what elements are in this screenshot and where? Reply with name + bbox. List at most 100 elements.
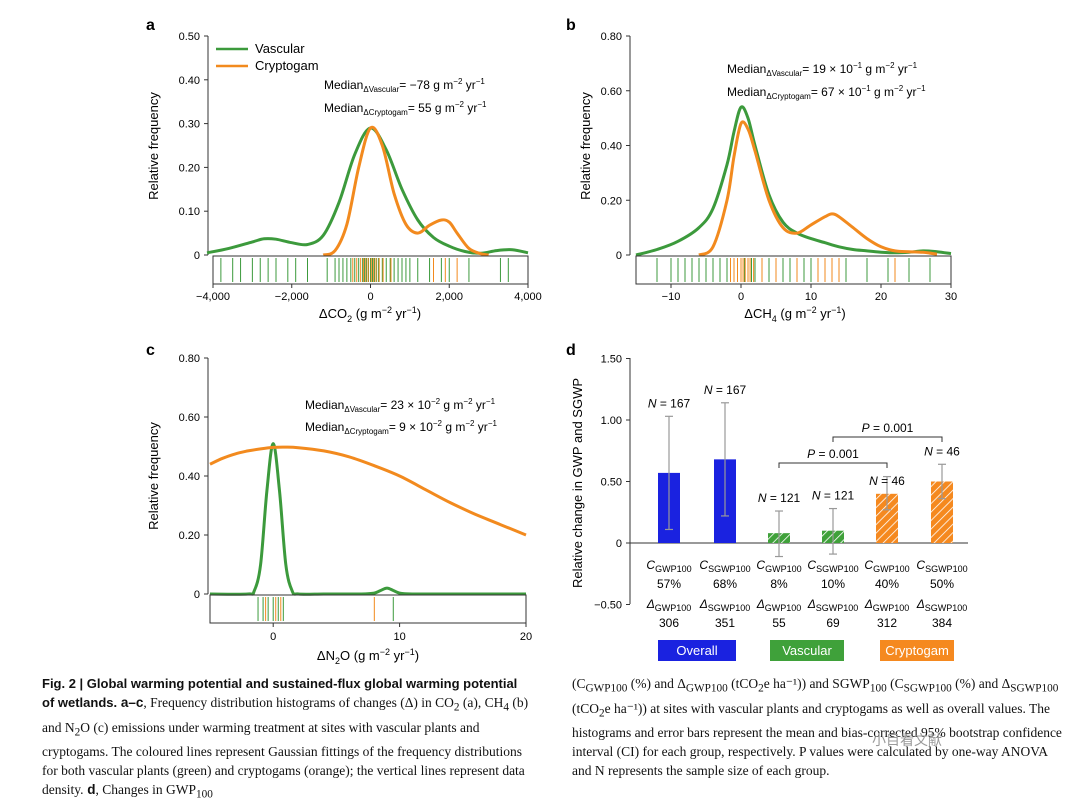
panel-c-letter: c xyxy=(146,342,155,359)
c-subscript: SGWP100 xyxy=(708,564,751,574)
c-value: 40% xyxy=(875,577,899,591)
caption-left: Fig. 2 | Global warming potential and su… xyxy=(42,674,532,805)
figure: a Relative frequency 0 0.10 0.20 0.30 0.40 0.… xyxy=(146,17,968,666)
y-tick-label: 0.10 xyxy=(179,206,200,218)
caption-span: d xyxy=(83,782,96,798)
c-value: 68% xyxy=(713,577,737,591)
caption-span: 2 xyxy=(453,701,460,714)
group-box xyxy=(880,640,954,661)
panel-d-ylabel: Relative change in GWP and SGWP xyxy=(570,378,585,588)
c-letter: C xyxy=(916,558,925,572)
c-letter: C xyxy=(807,558,816,572)
caption-span: 4 xyxy=(503,701,510,714)
panel-c-curves xyxy=(209,442,527,596)
delta-value: 306 xyxy=(659,616,679,630)
panel-d: d Relative change in GWP and SGWP −0.50 0… xyxy=(566,342,968,661)
bar xyxy=(876,493,898,543)
caption-span: (tCO xyxy=(727,676,759,691)
delta-label: ΔGWP100 xyxy=(646,597,692,613)
caption-span: (%) and Δ xyxy=(627,676,686,691)
c-letter: C xyxy=(699,558,708,572)
panel-a-ylabel: Relative frequency xyxy=(146,92,161,200)
n-letter: N xyxy=(704,383,713,397)
delta-letter: Δ xyxy=(807,597,816,611)
panel-b-xlabel: ΔCH4 (g m−2 yr−1) xyxy=(744,305,845,324)
caption-span: 2 xyxy=(758,682,764,695)
y-tick-label: 0.20 xyxy=(179,162,200,174)
n-value: = 167 xyxy=(656,396,690,410)
panel-d-yticks: −0.50 0 0.50 1.00 1.50 xyxy=(594,354,630,612)
y-tick-label: 0 xyxy=(194,250,200,262)
p-value-label: P = 0.001 xyxy=(807,447,859,461)
n-label: N = 46 xyxy=(924,444,960,458)
c-value: 8% xyxy=(770,577,788,591)
n-value: = 46 xyxy=(878,474,905,488)
panel-b-xticks: −10 0 10 20 30 xyxy=(662,284,957,303)
c-label: CGWP100 xyxy=(756,558,801,574)
y-tick-label: 0 xyxy=(616,538,622,550)
curve-cryptogam xyxy=(209,445,527,537)
x-tick-label: −10 xyxy=(662,291,681,303)
y-tick-label: 0.50 xyxy=(601,477,622,489)
group-label: Overall xyxy=(676,643,717,658)
panel-b: b Relative frequency 0 0.20 0.40 0.60 0.80 −… xyxy=(566,17,957,324)
panel-a-xticks: −4,000 −2,000 0 2,000 4,000 xyxy=(196,284,542,303)
caption-span: (C xyxy=(886,676,904,691)
x-tick-label: 0 xyxy=(270,631,276,643)
curve-cryptogam xyxy=(698,120,938,257)
caption-span: (b) and N xyxy=(42,695,529,735)
panel-b-ylabel: Relative frequency xyxy=(578,92,593,200)
n-letter: N xyxy=(812,489,821,503)
c-subscript: SGWP100 xyxy=(816,564,859,574)
delta-letter: Δ xyxy=(756,597,765,611)
n-value: = 121 xyxy=(820,489,854,503)
panel-c: c Relative frequency 0 0.20 0.40 0.60 0.80 0… xyxy=(146,342,532,666)
n-letter: N xyxy=(869,474,878,488)
panel-d-letter: d xyxy=(566,342,576,359)
y-tick-label: 0.40 xyxy=(601,141,622,153)
y-tick-label: 0.30 xyxy=(179,119,200,131)
delta-value: 384 xyxy=(932,616,952,630)
delta-letter: Δ xyxy=(864,597,873,611)
c-label: CGWP100 xyxy=(646,558,691,574)
y-tick-label: 0.20 xyxy=(601,195,622,207)
x-tick-label: −4,000 xyxy=(196,291,230,303)
legend-vascular-label: Vascular xyxy=(255,41,305,56)
c-letter: C xyxy=(646,558,655,572)
x-tick-label: 4,000 xyxy=(514,291,542,303)
x-tick-label: 30 xyxy=(945,291,957,303)
panel-b-letter: b xyxy=(566,17,576,34)
p-bracket xyxy=(832,436,943,442)
panel-d-bars xyxy=(658,402,953,558)
delta-subscript: SGWP100 xyxy=(816,603,859,613)
y-tick-label: 0.40 xyxy=(179,471,200,483)
p-number: = 0.001 xyxy=(870,421,914,435)
delta-value: 351 xyxy=(715,616,735,630)
delta-label: ΔSGWP100 xyxy=(916,597,968,613)
group-label: Vascular xyxy=(782,643,832,658)
panel-c-yticks: 0 0.20 0.40 0.60 0.80 xyxy=(179,353,208,601)
caption-span: a–c xyxy=(117,695,144,710)
c-letter: C xyxy=(864,558,873,572)
panel-b-median-vascular: MedianΔVascular= 19 × 10−1 g m−2 yr−1 xyxy=(727,61,918,78)
watermark: 小目看文献 xyxy=(872,733,942,749)
n-letter: N xyxy=(648,396,657,410)
y-tick-label: 1.00 xyxy=(601,415,622,427)
delta-subscript: SGWP100 xyxy=(708,603,751,613)
caption-right: (CGWP100 (%) and ΔGWP100 (tCO2e ha⁻¹)) a… xyxy=(572,674,1062,780)
delta-value: 69 xyxy=(826,616,840,630)
panel-d-group-legend: Overall Vascular Cryptogam xyxy=(658,640,954,661)
c-subscript: GWP100 xyxy=(873,564,910,574)
curve-vascular xyxy=(206,126,529,255)
delta-subscript: SGWP100 xyxy=(925,603,968,613)
panel-b-rug-box xyxy=(635,255,952,285)
panel-c-median-vascular: MedianΔVascular= 23 × 10−2 g m−2 yr−1 xyxy=(305,397,496,414)
caption-span: , Changes in GWP xyxy=(95,782,197,798)
panel-a-median-vascular: MedianΔVascular= −78 g m−2 yr−1 xyxy=(324,77,485,94)
y-tick-label: 0.50 xyxy=(179,31,200,43)
panel-b-median-cryptogam: MedianΔCryptogam= 67 × 10−1 g m−2 yr−1 xyxy=(727,84,926,101)
panel-c-xticks: 0 10 20 xyxy=(270,623,532,643)
y-tick-label: 0 xyxy=(616,250,622,262)
delta-value: 55 xyxy=(772,616,786,630)
c-subscript: SGWP100 xyxy=(925,564,968,574)
